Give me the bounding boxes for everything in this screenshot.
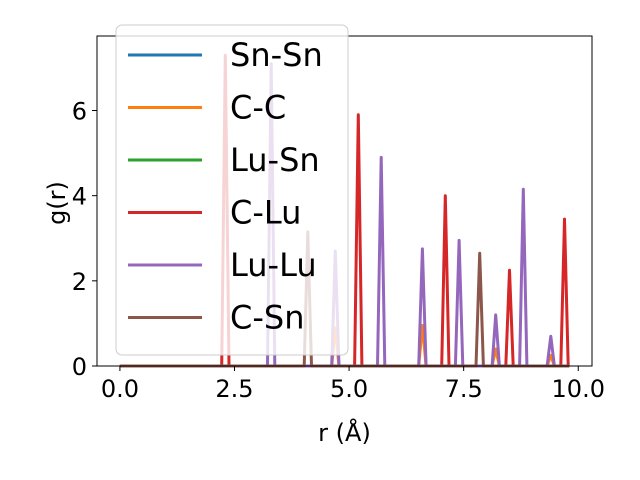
y-axis-label: g(r) bbox=[43, 181, 71, 225]
legend-label: C-Sn bbox=[230, 299, 304, 337]
legend: Sn-Sn C-C Lu-Sn C-Lu Lu-Lu C-Sn bbox=[115, 24, 349, 356]
legend-label: Lu-Sn bbox=[230, 141, 320, 179]
x-tick-label: 5.0 bbox=[330, 375, 368, 403]
legend-label: C-Lu bbox=[230, 194, 301, 232]
y-tick-label: 6 bbox=[72, 98, 87, 126]
x-tick-label: 2.5 bbox=[215, 375, 253, 403]
ticks-layer: 0.0 2.5 5.0 7.5 10.0 0 2 4 6 bbox=[72, 98, 605, 403]
legend-label: Sn-Sn bbox=[230, 36, 323, 74]
y-tick-label: 2 bbox=[72, 268, 87, 296]
x-axis-label: r (Å) bbox=[318, 418, 371, 447]
x-tick-label: 0.0 bbox=[101, 375, 139, 403]
legend-label: Lu-Lu bbox=[230, 246, 317, 284]
y-tick-label: 4 bbox=[72, 183, 87, 211]
x-tick-label: 7.5 bbox=[445, 375, 483, 403]
y-tick-label: 0 bbox=[72, 353, 87, 381]
x-tick-label: 10.0 bbox=[552, 375, 605, 403]
legend-label: C-C bbox=[230, 89, 286, 127]
